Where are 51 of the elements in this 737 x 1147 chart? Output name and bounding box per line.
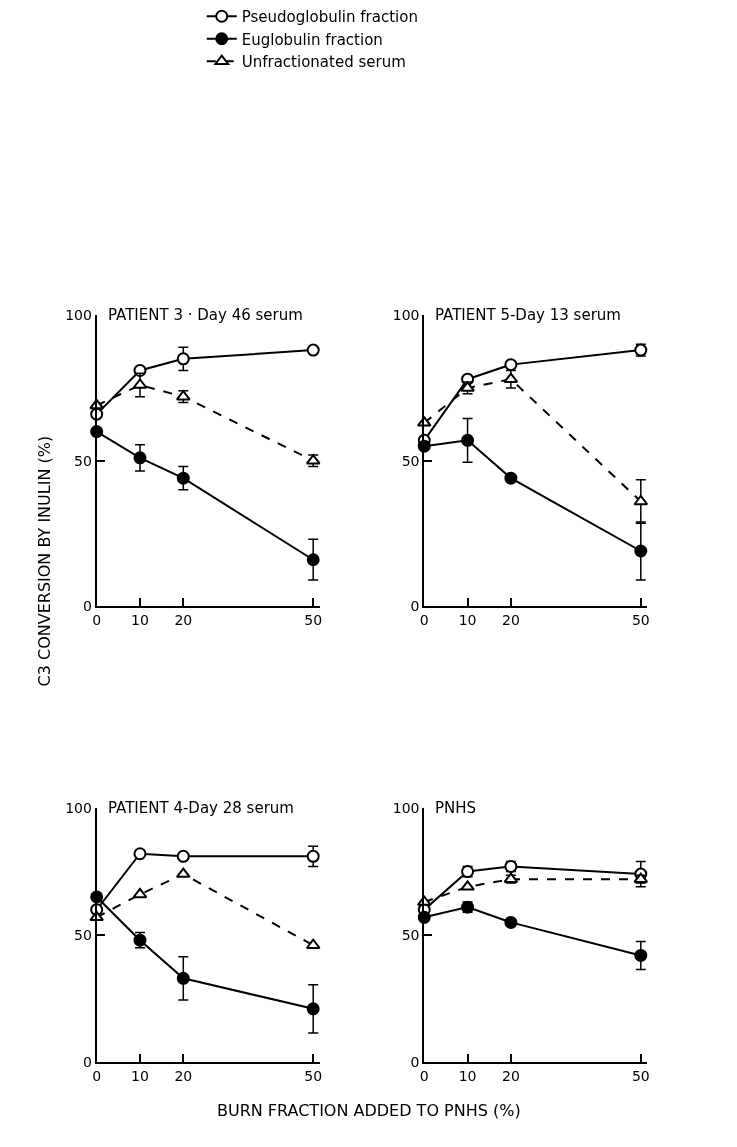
point — [176, 471, 190, 485]
x-tick-label: 50 — [631, 612, 650, 629]
x-tick-label: 20 — [501, 612, 520, 629]
y-tick-label: 100 — [65, 307, 92, 324]
point — [176, 971, 190, 985]
y-tick-label: 0 — [410, 598, 420, 615]
legend-label: Unfractionated serum — [241, 53, 406, 72]
point — [133, 847, 147, 861]
x-tick-label: 10 — [131, 612, 149, 629]
chart-title: PNHS — [435, 799, 477, 817]
y-tick-label: 100 — [392, 307, 420, 324]
chart-title: PATIENT 4-Day 28 serum — [108, 799, 294, 817]
y-tick-label: 50 — [401, 452, 420, 469]
y-tick-label: 100 — [392, 799, 420, 816]
x-tick-label: 50 — [304, 1067, 323, 1084]
legend-label: Euglobulin fraction — [241, 30, 383, 49]
y-tick-label: 0 — [410, 1054, 420, 1071]
y-tick-label: 0 — [82, 598, 92, 615]
point — [461, 433, 475, 447]
point — [306, 1002, 320, 1016]
y-tick-label: 50 — [74, 452, 92, 469]
point — [634, 948, 648, 962]
point — [634, 544, 648, 558]
point — [305, 938, 321, 950]
y-tick-label: 0 — [82, 1054, 92, 1071]
x-tick-label: 10 — [458, 1067, 477, 1084]
x-tick-label: 10 — [131, 1067, 149, 1084]
y-axis-title: C3 CONVERSION BY INULIN (%) — [35, 435, 55, 687]
point — [306, 849, 320, 863]
x-tick-label: 10 — [458, 612, 477, 629]
y-tick-label: 100 — [65, 799, 92, 816]
x-tick-label: 20 — [501, 1067, 520, 1084]
point — [504, 358, 518, 372]
point — [633, 494, 649, 506]
chart-title: PATIENT 5-Day 13 serum — [435, 306, 621, 324]
y-tick-label: 50 — [401, 926, 420, 943]
legend-label: Pseudoglobulin fraction — [241, 8, 418, 27]
x-tick-label: 20 — [174, 1067, 193, 1084]
x-tick-label: 50 — [304, 612, 323, 629]
point — [133, 451, 147, 465]
y-tick-label: 50 — [74, 926, 92, 943]
point — [460, 880, 475, 891]
point — [176, 849, 190, 863]
x-tick-label: 50 — [631, 1067, 650, 1084]
point — [504, 915, 518, 929]
x-axis-title: BURN FRACTION ADDED TO PNHS (%) — [217, 1101, 521, 1120]
point — [176, 352, 190, 366]
chart-title: PATIENT 3 · Day 46 serum — [108, 306, 303, 324]
point — [306, 553, 320, 567]
point — [132, 887, 148, 899]
x-tick-label: 20 — [174, 612, 193, 629]
